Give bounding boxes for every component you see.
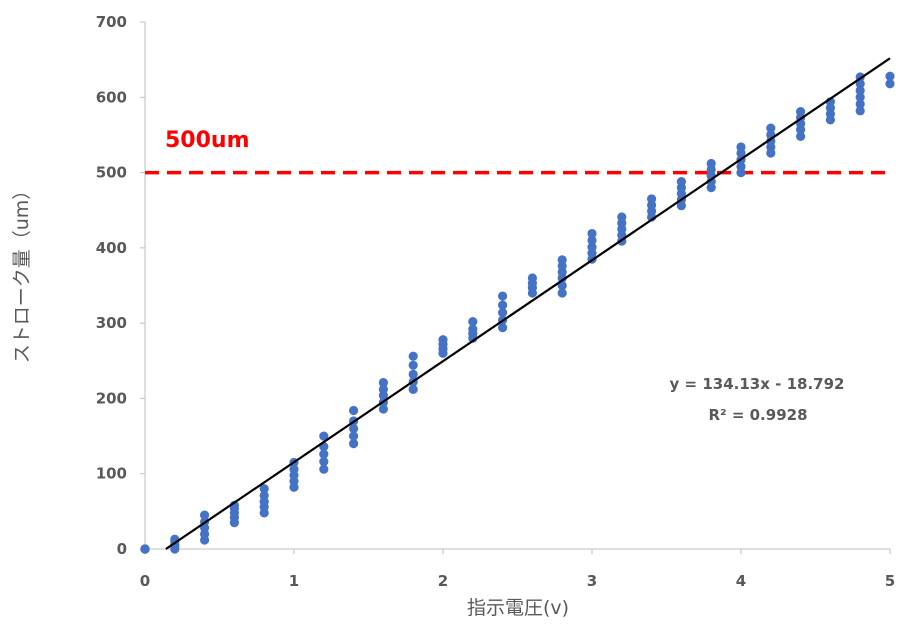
y-tick-label: 500 — [96, 164, 127, 182]
data-point — [378, 404, 388, 414]
data-points — [140, 71, 895, 554]
data-point — [408, 360, 418, 370]
data-point — [438, 335, 448, 345]
data-point — [587, 228, 597, 239]
data-point — [319, 449, 329, 459]
data-point — [855, 99, 865, 109]
data-point — [200, 510, 210, 520]
data-point — [289, 464, 299, 474]
labels: ストローク量（um） 指示電圧(v) 500um y = 134.13x - 1… — [11, 128, 844, 619]
x-tick-label: 0 — [140, 572, 150, 590]
data-point — [527, 273, 538, 283]
x-tick-label: 4 — [736, 572, 746, 590]
trendline-group — [165, 57, 891, 550]
y-tick-label: 200 — [96, 389, 127, 407]
data-point — [885, 71, 895, 81]
data-point — [349, 439, 359, 449]
data-point — [766, 123, 776, 133]
data-point — [349, 431, 359, 441]
data-point — [557, 255, 567, 265]
data-point — [259, 484, 269, 494]
y-tick-label: 300 — [96, 314, 127, 332]
data-point — [498, 300, 508, 310]
data-point — [736, 161, 746, 172]
x-tick-label: 2 — [438, 572, 448, 590]
data-point — [855, 79, 865, 89]
data-point — [378, 378, 388, 388]
data-point — [647, 194, 657, 204]
data-point — [557, 288, 567, 298]
y-axis-title: ストローク量（um） — [11, 181, 33, 364]
data-point — [349, 423, 359, 434]
data-point — [468, 317, 478, 327]
data-point — [408, 369, 418, 379]
data-point — [378, 384, 388, 394]
data-point — [349, 405, 359, 416]
data-point — [498, 308, 508, 318]
y-tick-label: 0 — [117, 540, 127, 558]
trendline — [165, 57, 891, 550]
data-point — [319, 457, 329, 467]
data-point — [587, 242, 597, 252]
data-point — [468, 324, 478, 334]
data-point — [408, 384, 418, 394]
data-point — [259, 490, 269, 501]
axes: 0 100 200 300 400 500 600 700 0 1 2 3 4 5 — [96, 13, 896, 590]
data-point — [319, 431, 329, 441]
y-tick-label: 600 — [96, 88, 127, 106]
data-point — [706, 158, 716, 169]
x-tick-label: 3 — [587, 572, 597, 590]
data-point — [855, 106, 865, 116]
x-tick-label: 5 — [885, 572, 895, 590]
data-point — [498, 291, 508, 301]
data-point — [617, 212, 627, 222]
trendline-equation: y = 134.13x - 18.792 — [670, 375, 845, 393]
data-point — [587, 235, 597, 245]
data-point — [140, 544, 150, 554]
y-tick-label: 400 — [96, 239, 127, 257]
data-point — [855, 92, 865, 102]
data-point — [408, 351, 418, 361]
data-point — [796, 131, 806, 142]
x-axis-title: 指示電圧(v) — [467, 597, 569, 619]
y-tick-label: 700 — [96, 13, 127, 31]
x-tick-label: 1 — [289, 572, 299, 590]
data-point — [855, 85, 865, 96]
data-point — [498, 323, 508, 333]
data-point — [885, 79, 895, 89]
data-point — [796, 106, 806, 117]
reference-line-label: 500um — [165, 128, 250, 153]
data-point — [736, 142, 746, 152]
trendline-r-squared: R² = 0.9928 — [708, 406, 807, 424]
data-point — [676, 177, 687, 187]
y-tick-label: 100 — [96, 465, 127, 483]
data-point — [319, 464, 329, 474]
